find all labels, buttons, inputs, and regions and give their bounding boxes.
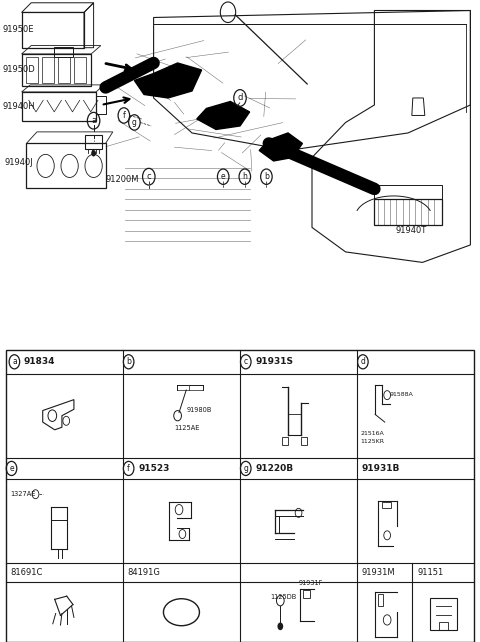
Text: 91931M: 91931M	[362, 568, 396, 577]
Text: 91931S: 91931S	[255, 358, 293, 367]
Bar	[22, 54, 91, 86]
Bar	[42, 57, 54, 83]
Bar	[58, 57, 70, 83]
Text: d: d	[237, 94, 243, 103]
Text: d: d	[360, 358, 365, 367]
Bar	[22, 12, 84, 48]
Text: e: e	[221, 172, 226, 181]
Text: 91931B: 91931B	[362, 464, 400, 473]
Bar	[303, 591, 310, 598]
Text: 91940T: 91940T	[396, 226, 427, 235]
Text: 91931F: 91931F	[299, 580, 323, 586]
Text: g: g	[243, 464, 248, 473]
Bar	[74, 57, 86, 83]
Bar	[439, 623, 448, 630]
Bar	[378, 594, 384, 606]
Bar	[26, 143, 106, 188]
Text: c: c	[146, 172, 151, 181]
Text: 91834: 91834	[24, 358, 56, 367]
Text: 91151: 91151	[417, 568, 444, 577]
Bar	[6, 350, 474, 642]
Text: 91200M: 91200M	[106, 175, 139, 184]
Text: 91940H: 91940H	[2, 102, 35, 111]
Bar	[430, 598, 457, 630]
Text: 1125AE: 1125AE	[174, 425, 200, 431]
Bar	[374, 185, 442, 199]
Bar	[282, 437, 288, 444]
Bar	[26, 57, 38, 83]
Text: 1327AE: 1327AE	[11, 490, 36, 496]
Text: 91980B: 91980B	[186, 408, 212, 413]
Text: 81691C: 81691C	[11, 568, 43, 577]
Text: a: a	[12, 358, 17, 367]
Text: 1125DB: 1125DB	[271, 594, 297, 600]
Text: f: f	[122, 111, 125, 120]
Text: 91950D: 91950D	[2, 65, 35, 74]
Bar	[22, 92, 96, 121]
Text: 84191G: 84191G	[128, 568, 160, 577]
Text: 91523: 91523	[138, 464, 169, 473]
Text: 21516A: 21516A	[361, 431, 384, 436]
Text: 91940J: 91940J	[5, 158, 34, 167]
Text: b: b	[126, 358, 131, 367]
Text: a: a	[91, 116, 96, 125]
Bar	[301, 437, 307, 444]
Bar	[383, 502, 391, 508]
Polygon shape	[197, 101, 250, 130]
Text: 91588A: 91588A	[390, 392, 413, 397]
Circle shape	[277, 623, 283, 630]
Text: b: b	[264, 172, 269, 181]
Text: 91950E: 91950E	[2, 25, 34, 34]
Text: g: g	[132, 118, 137, 127]
Bar	[54, 47, 73, 56]
Text: 91220B: 91220B	[255, 464, 293, 473]
Text: c: c	[244, 358, 248, 367]
Polygon shape	[259, 133, 302, 161]
Text: h: h	[242, 172, 247, 181]
Bar	[96, 96, 106, 114]
Circle shape	[91, 150, 96, 157]
Text: f: f	[127, 464, 130, 473]
Bar	[374, 199, 442, 225]
Text: 1125KR: 1125KR	[361, 438, 385, 444]
Bar	[85, 135, 102, 149]
Text: e: e	[9, 464, 14, 473]
Polygon shape	[134, 63, 202, 98]
